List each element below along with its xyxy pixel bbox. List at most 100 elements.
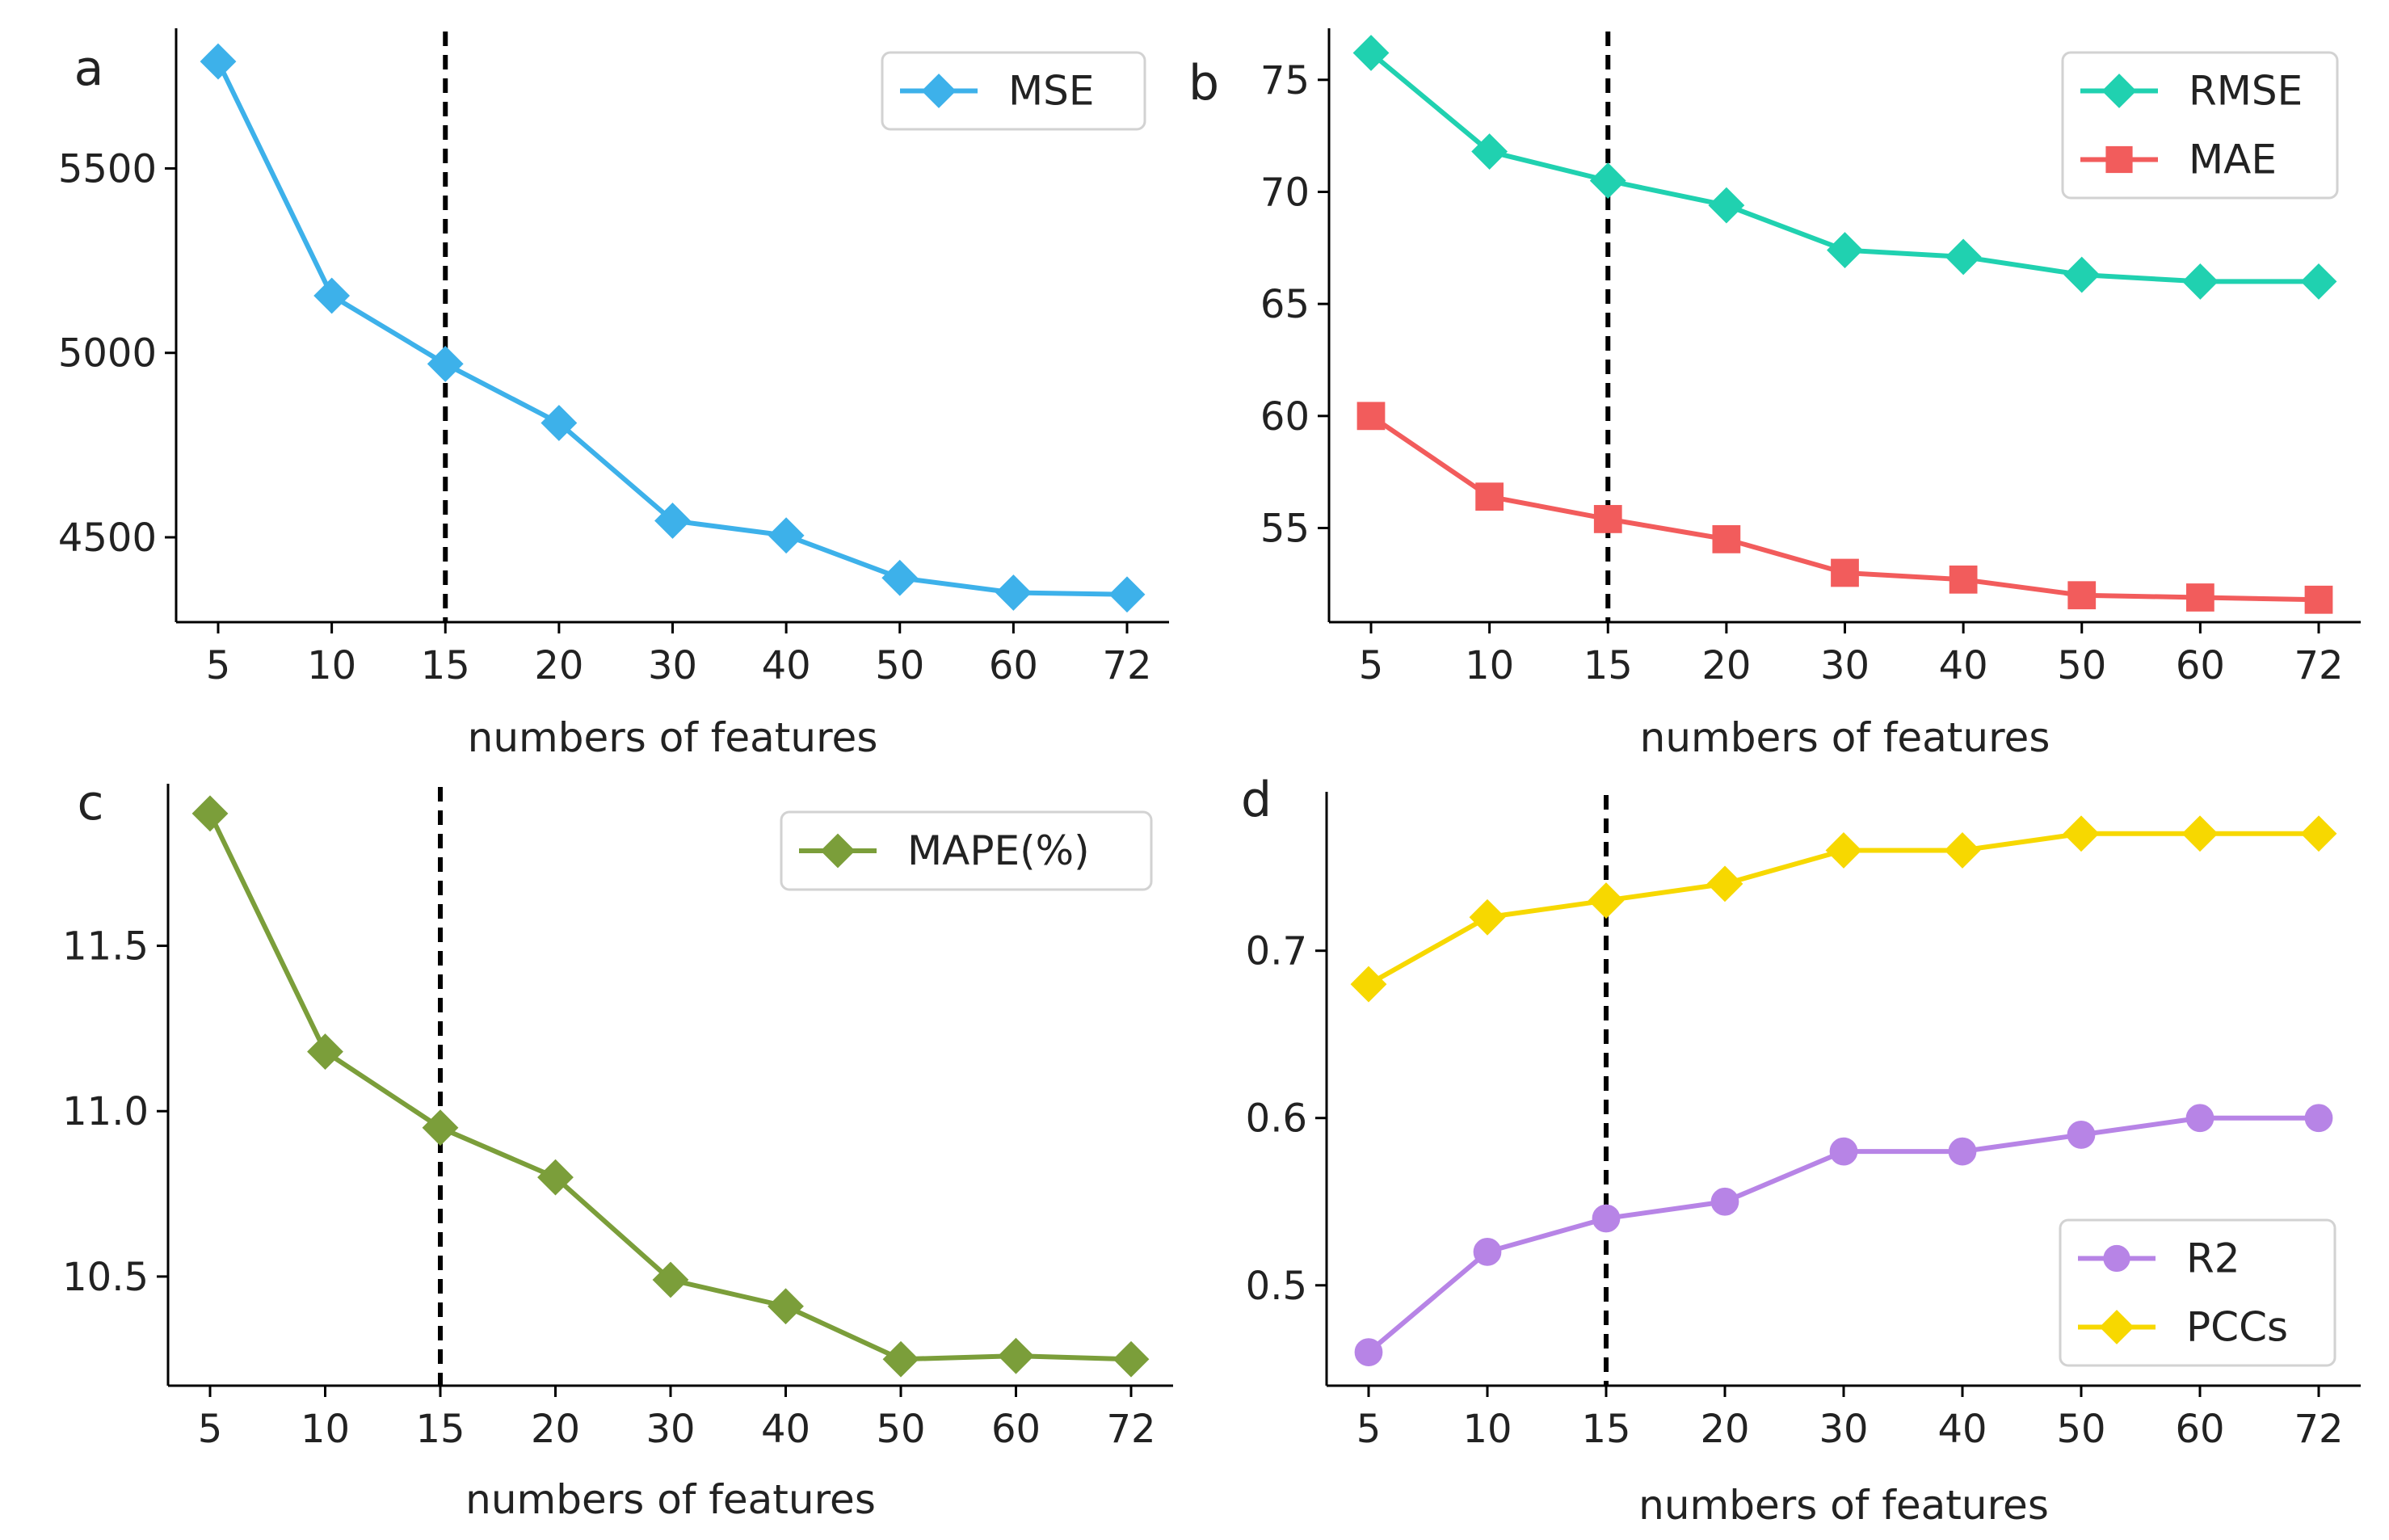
panel-b-x-axis-label: numbers of features (1640, 714, 2050, 761)
data-point-MAPE(%) (537, 1159, 574, 1196)
data-point-R2 (2067, 1121, 2096, 1149)
data-point-MAPE(%) (998, 1337, 1034, 1374)
panel-b-y-tick-label: 70 (1260, 170, 1310, 215)
data-point-MAE (1949, 565, 1978, 594)
panel-b-legend: RMSE MAE (2061, 51, 2339, 200)
panel-c-x-tick-label: 60 (991, 1407, 1041, 1452)
panel-c-y-tick-label: 11.0 (62, 1089, 149, 1134)
data-point-RMSE (1708, 187, 1745, 224)
data-point-R2 (2304, 1104, 2333, 1133)
panel-a-x-tick-label: 15 (421, 643, 470, 688)
panel-b-x-tick-label: 40 (1939, 643, 1988, 688)
panel-b-x-tick-label: 5 (1359, 643, 1384, 688)
data-point-PCCs (1706, 865, 1743, 903)
data-point-PCCs (1350, 966, 1387, 1003)
panel-c-label: c (78, 775, 104, 831)
data-point-RMSE (1352, 35, 1390, 71)
panel-b-x-tick-label: 30 (1820, 643, 1870, 688)
data-point-RMSE (2181, 263, 2219, 300)
panel-d-x-tick-label: 50 (2056, 1407, 2105, 1452)
panel-a-legend: MSE (881, 51, 1146, 131)
data-point-MAPE(%) (422, 1109, 459, 1147)
panel-a-x-tick-label: 40 (762, 643, 811, 688)
panel-c-x-tick-label: 72 (1106, 1407, 1155, 1452)
data-point-RMSE (2300, 263, 2337, 300)
panel-b-y-tick-label: 60 (1260, 394, 1310, 440)
panel-c-legend: MAPE(%) (780, 810, 1153, 891)
data-point-MAPE(%) (652, 1261, 689, 1298)
panel-d-x-tick-label: 72 (2294, 1407, 2343, 1452)
legend-label-MAE: MAE (2189, 137, 2277, 183)
panel-d-x-tick-label: 30 (1819, 1407, 1868, 1452)
data-point-R2 (1710, 1187, 1739, 1216)
panel-d-y-tick-label: 0.6 (1246, 1096, 1307, 1142)
data-point-R2 (1473, 1237, 1502, 1266)
panel-a-x-tick-label: 72 (1102, 643, 1151, 688)
legend-box (780, 810, 1153, 891)
data-point-MAE (1356, 402, 1386, 431)
panel-a-label: a (74, 40, 104, 97)
legend-marker-PCCs (2099, 1310, 2135, 1344)
data-point-PCCs (1588, 882, 1625, 919)
panel-d-x-tick-label: 15 (1581, 1407, 1630, 1452)
panel-d-x-tick-label: 5 (1356, 1407, 1382, 1452)
data-point-MSE (200, 43, 237, 80)
panel-a-x-tick-label: 5 (206, 643, 231, 688)
panel-c: 5 10 15 20 30 40 50 60 72 10.5 11.0 11.5 numbers of … (62, 775, 1173, 1523)
data-point-MSE (881, 559, 919, 596)
data-point-R2 (1948, 1137, 1977, 1166)
data-point-RMSE (1827, 232, 1863, 268)
panel-b-y-tick-label: 55 (1260, 507, 1310, 552)
panel-d-legend: R2 PCCs (2059, 1218, 2336, 1367)
panel-d-y-tick-label: 0.7 (1246, 929, 1307, 974)
panel-c-y-tick-label: 10.5 (62, 1255, 149, 1300)
panel-a-x-tick-label: 30 (648, 643, 697, 688)
panel-a-x-tick-label: 60 (989, 643, 1038, 688)
data-point-MSE (768, 517, 805, 554)
panel-c-x-tick-label: 15 (415, 1407, 465, 1452)
panel-d-x-tick-label: 10 (1462, 1407, 1512, 1452)
panel-c-x-tick-label: 5 (198, 1407, 223, 1452)
panel-b-x-tick-label: 10 (1465, 643, 1514, 688)
panel-a-x-tick-label: 10 (307, 643, 356, 688)
data-point-MSE (540, 405, 578, 441)
data-point-MAPE(%) (768, 1288, 804, 1325)
panel-d-label: d (1241, 772, 1272, 828)
data-point-MSE (654, 503, 691, 539)
panel-d: 5 10 15 20 30 40 50 60 72 0.5 0.6 0.7 numbers of fea… (1241, 772, 2361, 1529)
data-point-MAE (1831, 558, 1859, 587)
data-point-MSE (313, 277, 351, 314)
panel-b: 5 10 15 20 30 40 50 60 72 55 60 65 70 75 numbers of fe… (1188, 28, 2361, 761)
panel-a-y-tick-label: 4500 (58, 515, 157, 561)
panel-c-x-tick-label: 20 (531, 1407, 580, 1452)
data-point-MAPE(%) (1112, 1340, 1150, 1378)
data-point-PCCs (1825, 832, 1862, 869)
panel-c-x-tick-label: 30 (646, 1407, 695, 1452)
legend-label-MAPE(%): MAPE(%) (907, 827, 1090, 874)
legend-label-PCCs: PCCs (2186, 1304, 2288, 1351)
data-point-MAE (2304, 585, 2333, 614)
panel-c-x-axis-label: numbers of features (465, 1476, 876, 1523)
data-point-MAE (1712, 524, 1741, 553)
legend-label-RMSE: RMSE (2189, 68, 2303, 115)
panel-a-y-tick-label: 5000 (58, 331, 157, 377)
data-point-MSE (1108, 576, 1146, 613)
data-point-MAE (2185, 583, 2214, 612)
legend-label-MSE: MSE (1008, 68, 1094, 115)
data-point-MAE (1593, 505, 1622, 533)
panel-c-x-tick-label: 50 (876, 1407, 925, 1452)
panel-d-x-tick-label: 60 (2175, 1407, 2224, 1452)
data-point-MSE (427, 346, 464, 382)
panel-b-label: b (1188, 55, 1219, 112)
panel-d-y-tick-label: 0.5 (1246, 1264, 1307, 1309)
panel-a: 5 10 15 20 30 40 50 60 72 4500 5000 5500 numbers of … (58, 28, 1169, 761)
legend-marker-R2 (2103, 1244, 2130, 1273)
panel-c-y-tick-label: 11.5 (62, 924, 149, 970)
data-point-MAPE(%) (307, 1033, 343, 1070)
data-point-MAE (2067, 581, 2097, 610)
panel-a-x-tick-label: 50 (875, 643, 924, 688)
data-point-RMSE (1945, 238, 1982, 276)
data-point-PCCs (2181, 815, 2219, 852)
panel-a-x-tick-label: 20 (534, 643, 583, 688)
